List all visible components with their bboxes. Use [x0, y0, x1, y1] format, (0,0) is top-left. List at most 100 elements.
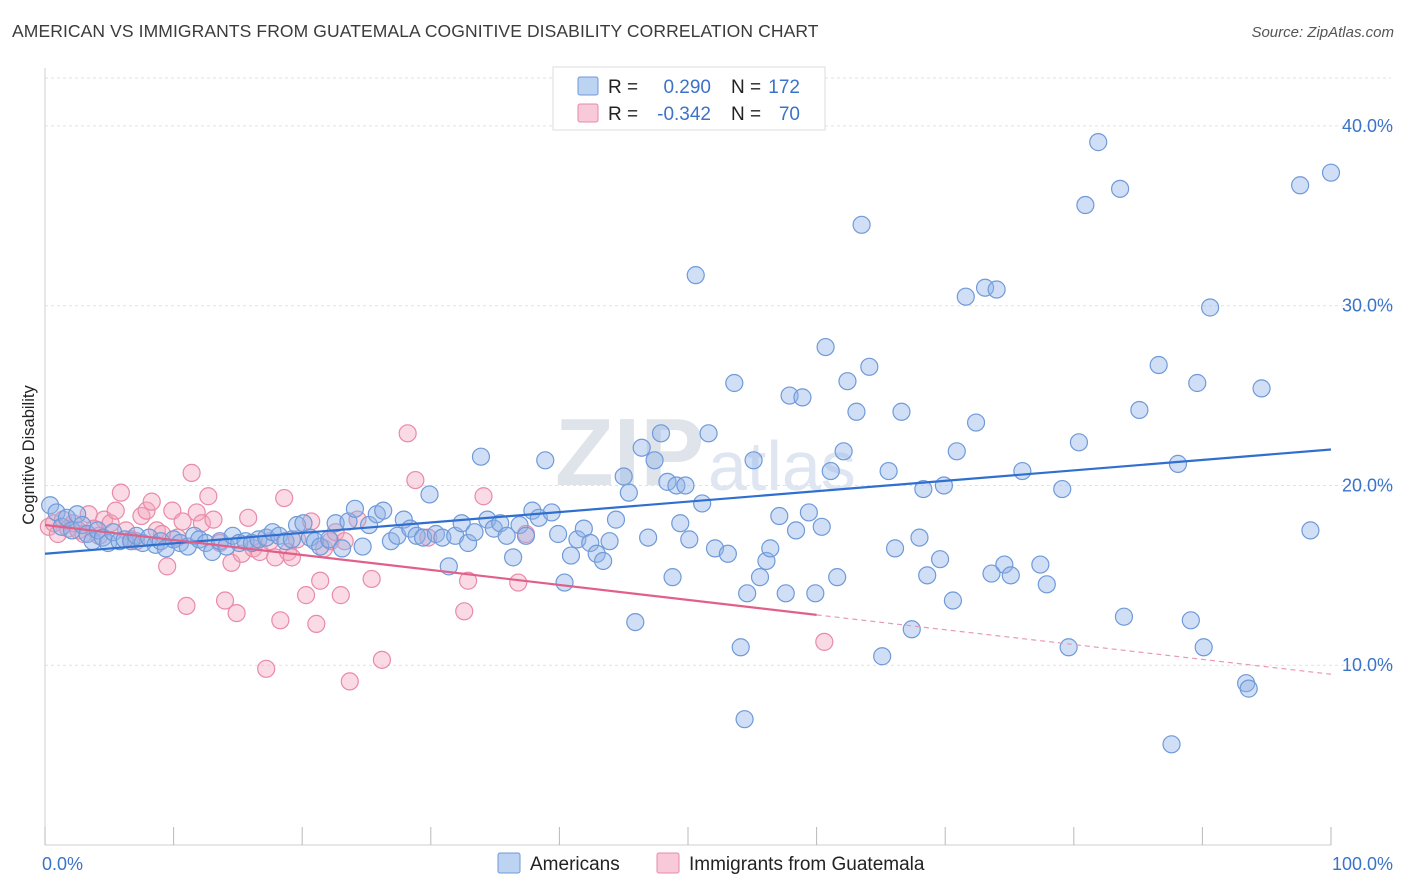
- data-point: [510, 515, 529, 535]
- data-point: [873, 647, 892, 666]
- data-point: [718, 544, 737, 563]
- data-point: [786, 521, 806, 540]
- data-point: [185, 526, 204, 545]
- trendline-americans: [44, 448, 1332, 555]
- data-point: [1239, 679, 1258, 698]
- data-point: [975, 278, 995, 297]
- legend-label-americans: Americans: [530, 854, 620, 875]
- data-point: [345, 499, 365, 518]
- data-point: [398, 424, 417, 443]
- data-point: [561, 546, 581, 565]
- stats-r-value: 0.290: [663, 77, 711, 98]
- data-point: [204, 510, 223, 529]
- data-point: [750, 568, 770, 587]
- data-point: [1301, 521, 1320, 540]
- data-point: [1037, 575, 1056, 594]
- data-point: [420, 485, 439, 504]
- data-point: [504, 548, 523, 567]
- data-point: [111, 483, 130, 502]
- series-americans-points: [41, 133, 1341, 754]
- data-point: [852, 215, 871, 234]
- data-point: [497, 526, 516, 545]
- data-point: [658, 472, 677, 491]
- data-point: [645, 451, 664, 470]
- data-point: [1252, 379, 1271, 398]
- data-point: [892, 402, 911, 421]
- data-point: [1013, 461, 1032, 481]
- data-point: [142, 492, 161, 511]
- data-point: [474, 487, 493, 506]
- data-point: [663, 568, 682, 587]
- data-point: [455, 602, 474, 621]
- data-point: [995, 555, 1014, 574]
- data-point: [806, 584, 825, 603]
- data-point: [222, 553, 241, 572]
- data-point: [555, 573, 574, 592]
- stats-swatch-guatemala: [577, 103, 599, 123]
- data-point: [239, 508, 258, 527]
- trendline-guatemala: [44, 523, 817, 616]
- data-point: [651, 424, 671, 443]
- data-point: [816, 337, 835, 357]
- data-point: [106, 501, 125, 520]
- data-point: [699, 424, 718, 443]
- stats-swatch-americans: [577, 76, 599, 96]
- data-point: [516, 526, 536, 545]
- data-point: [471, 447, 491, 466]
- data-point: [227, 603, 246, 623]
- data-point: [770, 506, 789, 526]
- data-point: [930, 550, 950, 569]
- data-point: [331, 586, 350, 605]
- data-point: [182, 463, 201, 482]
- data-point: [594, 551, 613, 571]
- stats-box: R = 0.290 N = 172 R = -0.342 N = 70: [552, 66, 826, 131]
- data-point: [1181, 611, 1200, 630]
- data-point: [686, 266, 705, 285]
- data-point: [62, 521, 82, 540]
- data-point: [918, 566, 937, 585]
- legend-swatch-guatemala: [656, 852, 680, 874]
- data-point: [372, 650, 392, 669]
- data-point: [137, 501, 156, 520]
- data-point: [1059, 638, 1078, 657]
- data-point: [812, 517, 831, 536]
- x-tick-label: 0.0%: [42, 854, 83, 874]
- data-point: [671, 514, 690, 533]
- trendlines: [44, 448, 1332, 675]
- watermark-zip: ZIP: [555, 399, 704, 506]
- data-point: [332, 539, 352, 558]
- data-point: [914, 479, 933, 499]
- stats-r-label: R =: [608, 77, 638, 98]
- data-point: [335, 532, 354, 551]
- data-point: [158, 557, 177, 576]
- data-point: [282, 548, 302, 567]
- y-tick-label: 30.0%: [1342, 296, 1393, 316]
- data-point: [821, 461, 840, 481]
- data-point: [626, 612, 645, 632]
- gridlines: [45, 77, 1391, 666]
- stats-n-label: N =: [731, 77, 761, 98]
- legend-label-guatemala: Immigrants from Guatemala: [689, 854, 925, 875]
- stats-r-value: -0.342: [657, 104, 711, 125]
- data-point: [173, 512, 192, 531]
- data-point: [407, 526, 426, 545]
- data-point: [885, 539, 905, 558]
- data-point: [1168, 454, 1188, 473]
- data-point: [1291, 176, 1310, 195]
- data-point: [693, 494, 712, 513]
- data-point: [676, 476, 695, 495]
- data-point: [362, 569, 381, 589]
- data-point: [947, 442, 966, 461]
- watermark-atlas: atlas: [708, 427, 856, 505]
- data-point: [587, 544, 606, 563]
- data-point: [982, 564, 1001, 583]
- data-point: [549, 524, 568, 544]
- data-point: [1076, 195, 1095, 215]
- data-point: [1188, 373, 1207, 393]
- data-point: [177, 596, 196, 616]
- data-point: [275, 488, 294, 508]
- data-point: [799, 503, 818, 522]
- data-point: [509, 573, 528, 592]
- data-point: [199, 487, 218, 506]
- data-point: [307, 614, 326, 633]
